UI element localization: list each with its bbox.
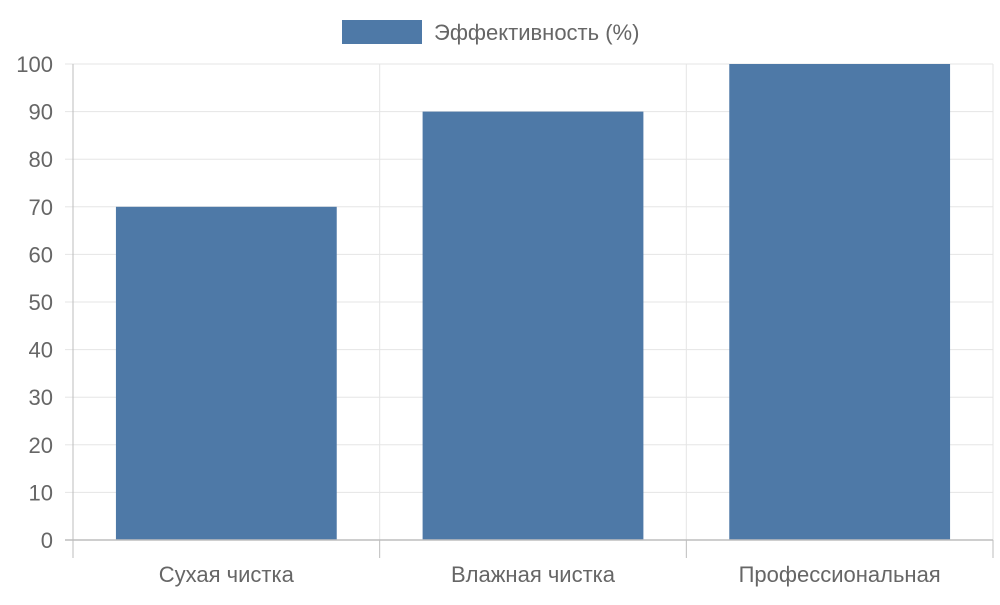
x-tick-label: Профессиональная (739, 562, 941, 587)
y-tick-label: 40 (29, 338, 53, 363)
x-tick-label: Сухая чистка (159, 562, 295, 587)
y-tick-label: 0 (41, 528, 53, 553)
legend: Эффективность (%) (342, 20, 639, 45)
legend-label: Эффективность (%) (434, 20, 639, 45)
y-tick-label: 50 (29, 290, 53, 315)
bar (115, 206, 337, 541)
axes (65, 63, 994, 558)
y-tick-label: 100 (16, 52, 53, 77)
y-tick-label: 60 (29, 242, 53, 267)
y-tick-label: 90 (29, 100, 53, 125)
y-tick-label: 80 (29, 147, 53, 172)
bar (422, 111, 644, 540)
y-tick-label: 10 (29, 480, 53, 505)
y-tick-label: 70 (29, 195, 53, 220)
x-tick-labels: Сухая чистка Влажная чистка Профессиональн… (159, 562, 941, 587)
bar (729, 64, 951, 540)
bars (115, 64, 951, 541)
legend-swatch (342, 20, 422, 44)
y-tick-label: 20 (29, 433, 53, 458)
x-tick-label: Влажная чистка (451, 562, 616, 587)
y-tick-label: 30 (29, 385, 53, 410)
y-tick-labels: 0 10 20 30 40 50 60 70 80 90 100 (16, 52, 53, 553)
